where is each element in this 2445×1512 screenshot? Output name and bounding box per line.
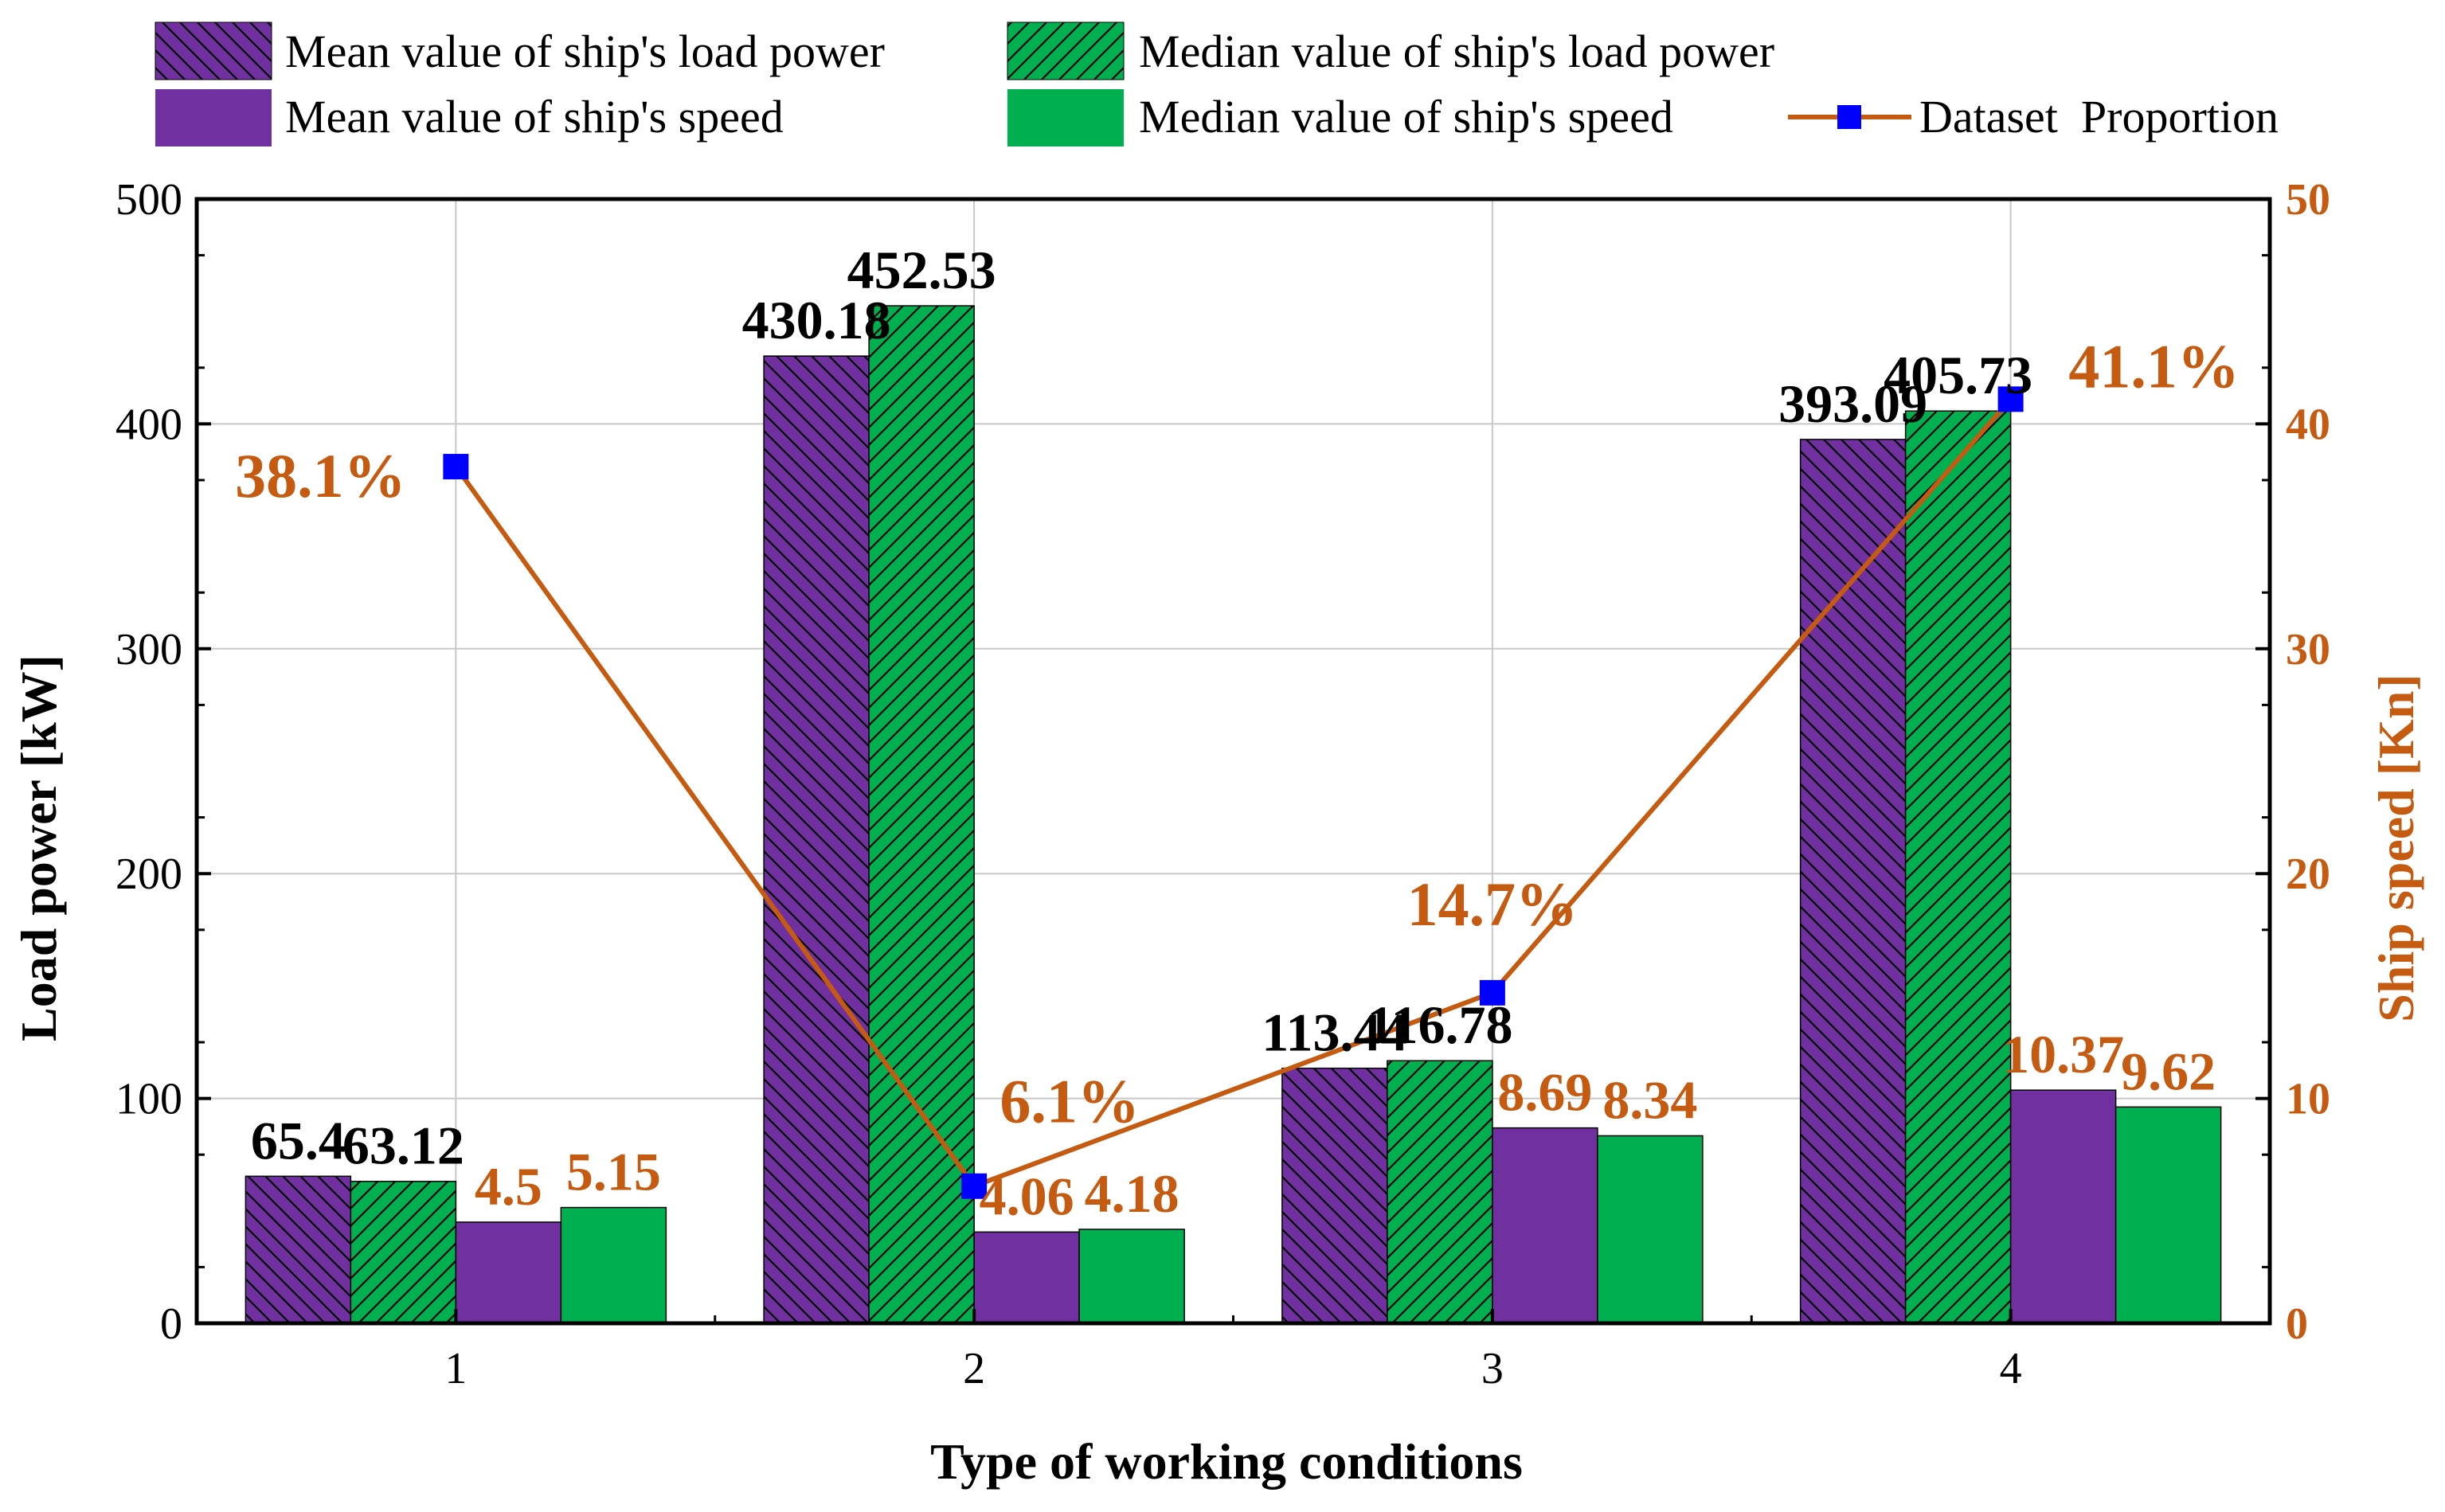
y2-axis-title: Ship speed [Kn] <box>2368 674 2424 1022</box>
bar-label-2-4: 405.73 <box>1884 345 2032 405</box>
bar-2-2 <box>868 305 975 1324</box>
x-axis-title: Type of working conditions <box>930 1433 1523 1490</box>
proportion-marker-1 <box>443 454 469 480</box>
bar-1-4 <box>1799 439 1907 1324</box>
x-tick-label: 3 <box>1481 1344 1504 1393</box>
proportion-line <box>453 397 2013 1190</box>
legend: Mean value of ship's load power Median v… <box>155 21 2279 147</box>
y-tick-label: 0 <box>160 1299 182 1349</box>
bar-4-3 <box>1597 1135 1704 1324</box>
y2-tick-label: 50 <box>2286 175 2330 225</box>
proportion-marker-3 <box>1479 979 1505 1006</box>
proportion-label-3: 14.7% <box>1407 869 1578 939</box>
x-tick-label: 4 <box>2000 1344 2022 1393</box>
y2-tick-label: 10 <box>2286 1075 2330 1124</box>
bar-1-1 <box>244 1175 352 1324</box>
bar-label-2-2: 452.53 <box>847 240 996 300</box>
proportion-marker-2 <box>961 1173 988 1199</box>
legend-swatch-mean-power <box>155 21 272 80</box>
bar-label-1-1: 65.4 <box>251 1110 346 1170</box>
bar-label-2-3: 116.78 <box>1367 994 1512 1055</box>
proportion-marker-4 <box>1997 386 2024 412</box>
bar-label-3-1: 4.5 <box>475 1156 542 1217</box>
y-tick-label: 500 <box>115 175 182 225</box>
bar-label-4-1: 5.15 <box>566 1142 661 1202</box>
bar-label-3-3: 8.69 <box>1497 1062 1592 1123</box>
y-tick-label: 200 <box>115 850 182 899</box>
y2-tick-label: 20 <box>2286 850 2330 899</box>
proportion-label-2: 6.1% <box>1000 1067 1140 1136</box>
legend-label-mean-power: Mean value of ship's load power <box>285 25 885 77</box>
y-tick-label: 100 <box>115 1075 182 1124</box>
y2-tick-label: 30 <box>2286 625 2330 674</box>
y-tick-label: 400 <box>115 400 182 449</box>
bar-1-3 <box>1281 1067 1388 1324</box>
bar-label-1-3: 113.44 <box>1262 1002 1407 1063</box>
legend-label-mean-speed: Mean value of ship's speed <box>285 91 784 143</box>
plot-frame <box>194 197 2272 1326</box>
bars <box>244 305 2222 1324</box>
bar-2-1 <box>350 1180 457 1324</box>
proportion-label-4: 41.1% <box>2068 331 2240 400</box>
bar-label-4-3: 8.34 <box>1602 1069 1697 1130</box>
x-tick-label: 2 <box>963 1344 985 1393</box>
legend-label-median-speed: Median value of ship's speed <box>1139 91 1673 143</box>
bar-3-1 <box>455 1221 562 1324</box>
bar-4-1 <box>560 1206 667 1324</box>
y-axis-title: Load power [kW] <box>10 654 67 1041</box>
bar-label-4-2: 4.18 <box>1085 1163 1179 1224</box>
legend-label-proportion: Dataset Proportion <box>1919 91 2279 143</box>
bar-2-3 <box>1387 1060 1493 1324</box>
legend-marker-proportion <box>1837 105 1861 129</box>
legend-swatch-mean-speed <box>155 89 272 147</box>
bar-label-3-2: 4.06 <box>980 1166 1074 1226</box>
axes: 0 100 200 300 400 500 0 10 20 30 40 50 1 2 3 4 <box>115 175 2330 1393</box>
bar-2-4 <box>1904 410 2012 1324</box>
bar-3-4 <box>2009 1089 2117 1324</box>
bar-label-1-4: 393.09 <box>1778 373 1927 434</box>
data-labels: 65.4 430.18 113.44 393.09 63.12 452.53 116.78 4… <box>235 240 2240 1226</box>
legend-swatch-median-power <box>1007 21 1125 80</box>
bar-label-1-2: 430.18 <box>742 290 891 350</box>
bar-1-2 <box>763 355 870 1324</box>
bar-4-2 <box>1078 1229 1185 1324</box>
bar-4-4 <box>2114 1106 2222 1324</box>
y2-tick-label: 40 <box>2286 400 2330 449</box>
bar-3-2 <box>973 1231 1080 1324</box>
x-tick-label: 1 <box>444 1344 467 1393</box>
legend-label-median-power: Median value of ship's load power <box>1139 25 1774 77</box>
bar-label-2-1: 63.12 <box>342 1115 464 1176</box>
y2-tick-label: 0 <box>2286 1299 2308 1349</box>
legend-swatch-median-speed <box>1007 89 1124 147</box>
dataset-proportion-line <box>443 386 2024 1199</box>
proportion-label-1: 38.1% <box>235 441 406 510</box>
bar-3-3 <box>1492 1127 1598 1324</box>
bar-label-3-4: 10.37 <box>2002 1024 2124 1084</box>
bar-label-4-4: 9.62 <box>2121 1041 2216 1101</box>
y-tick-label: 300 <box>115 625 182 674</box>
